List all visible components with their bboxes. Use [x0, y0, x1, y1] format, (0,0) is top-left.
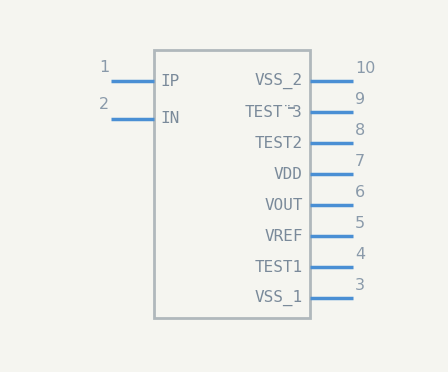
Text: TEST2: TEST2 — [254, 136, 303, 151]
Text: 4: 4 — [355, 247, 365, 262]
Text: TEST̈3: TEST̈3 — [245, 105, 303, 120]
Text: VSS_2: VSS_2 — [254, 73, 303, 89]
Text: VREF: VREF — [264, 229, 303, 244]
Text: 6: 6 — [355, 185, 365, 200]
Text: 8: 8 — [355, 123, 365, 138]
Text: 1: 1 — [99, 60, 109, 75]
Text: IP: IP — [161, 74, 180, 89]
Text: 7: 7 — [355, 154, 365, 169]
Text: 9: 9 — [355, 92, 365, 107]
Text: VSS_1: VSS_1 — [254, 290, 303, 306]
Text: VDD: VDD — [274, 167, 303, 182]
Text: 10: 10 — [355, 61, 375, 76]
Text: 2: 2 — [99, 97, 109, 112]
Text: TEST1: TEST1 — [254, 260, 303, 275]
Text: VOUT: VOUT — [264, 198, 303, 213]
Text: 3: 3 — [355, 278, 365, 293]
Bar — [154, 50, 310, 318]
Text: 5: 5 — [355, 216, 365, 231]
Text: IN: IN — [161, 111, 180, 126]
